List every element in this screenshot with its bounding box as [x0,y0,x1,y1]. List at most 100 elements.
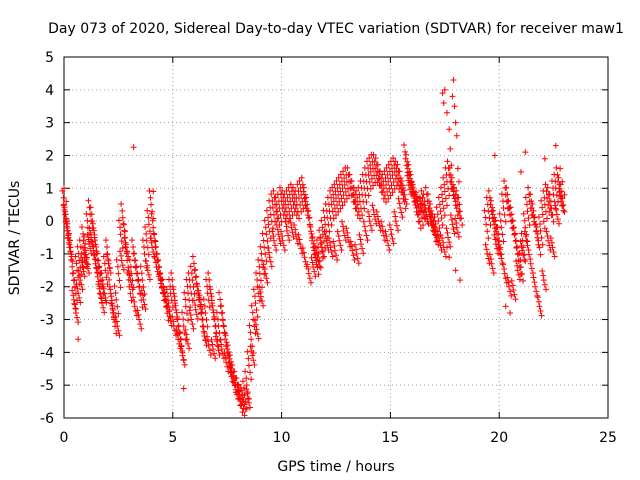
y-tick-label: 1 [45,181,54,197]
data-point [505,279,512,286]
data-point [254,313,261,320]
data-point [418,187,425,194]
data-point [148,239,155,246]
data-point [439,90,446,97]
data-point [361,223,368,230]
data-point [527,191,534,198]
data-point [433,238,440,245]
data-point [403,201,410,208]
data-point [103,244,110,251]
x-tick-label: 0 [60,430,69,446]
data-point [265,245,271,252]
data-point [500,261,507,268]
data-point [157,269,164,276]
data-point [548,239,555,246]
data-point [415,211,422,218]
data-point [402,196,409,203]
data-point [503,184,510,191]
data-point [398,178,405,185]
data-point [372,216,379,223]
data-point [385,242,392,249]
data-point [558,198,565,205]
data-point [528,265,535,272]
data-point [403,151,410,158]
data-point [446,126,453,133]
data-point [439,235,446,242]
data-point [368,227,375,234]
data-point [172,302,179,309]
data-point [238,387,245,394]
data-point [324,242,331,249]
data-point [190,284,197,291]
data-point [559,178,566,185]
data-point [61,201,67,208]
data-point [415,202,422,209]
data-point [114,323,121,330]
y-tick-labels: -6 -5 -4 -3 -2 -1 0 1 2 3 4 5 [40,50,54,427]
data-point [370,151,377,158]
data-point [270,233,277,240]
data-point [70,296,77,303]
data-point [150,230,157,237]
data-point [520,210,527,217]
data-point [70,292,77,299]
data-point [258,250,265,257]
data-point [510,287,517,294]
data-point [141,250,148,257]
data-point [69,270,76,277]
data-point [298,174,305,181]
data-point [363,232,370,239]
data-point [395,179,402,186]
data-point [144,207,151,214]
data-point [63,216,70,223]
data-point [418,204,425,211]
data-point [154,250,161,257]
data-point [297,241,304,248]
data-point [85,197,92,204]
data-point [291,191,298,198]
data-point [364,237,371,244]
data-point [484,228,491,235]
data-point [218,302,225,309]
data-point [416,218,423,225]
data-point [198,309,205,316]
data-point [66,244,73,251]
data-point [119,245,126,252]
data-point [123,244,130,251]
data-point [327,244,334,251]
data-point [545,237,552,244]
data-point [152,259,159,266]
data-point [501,266,508,273]
data-point [223,359,230,366]
data-point [131,257,138,264]
data-point [165,308,172,315]
data-point [261,244,268,251]
y-tick-label: -5 [40,378,54,394]
data-point [74,285,81,292]
data-point [141,301,148,308]
data-point [247,369,254,376]
data-point [402,205,409,212]
data-point [245,362,252,369]
data-point [247,404,254,411]
data-point [245,399,252,406]
data-point [89,220,96,227]
data-point [170,323,177,330]
data-point [482,214,489,221]
data-point [131,250,138,257]
data-point [240,396,247,403]
data-point [248,302,255,309]
data-point [126,272,133,279]
data-point [81,233,88,240]
data-point [541,155,548,162]
data-point [385,161,392,168]
data-point [144,267,151,274]
data-point [88,234,95,241]
data-point [61,185,67,192]
data-point [125,264,132,271]
data-point [253,321,260,328]
data-point [286,237,293,244]
data-point [170,286,177,293]
data-point [334,202,341,209]
data-point [231,377,238,384]
